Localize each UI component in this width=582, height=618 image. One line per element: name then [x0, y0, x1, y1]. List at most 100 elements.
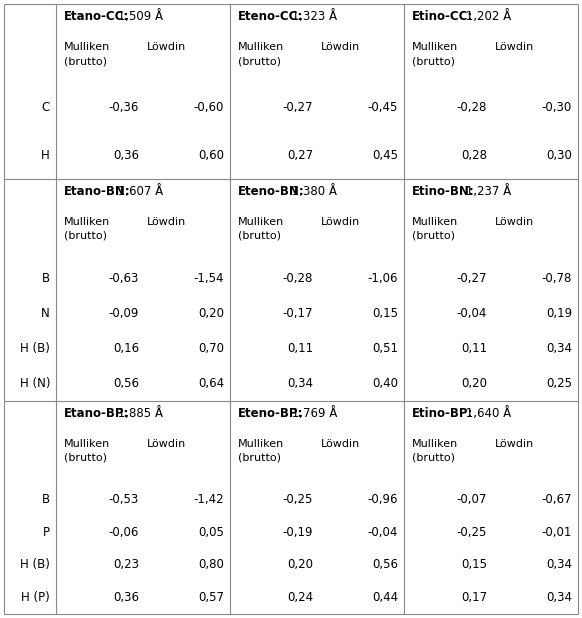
Text: Löwdin: Löwdin: [495, 42, 534, 52]
Text: 0,23: 0,23: [113, 559, 139, 572]
Text: Löwdin: Löwdin: [321, 439, 360, 449]
Text: 0,20: 0,20: [198, 307, 224, 320]
Text: Mulliken: Mulliken: [238, 217, 284, 227]
Text: -0,01: -0,01: [542, 526, 572, 539]
Text: H (P): H (P): [22, 591, 50, 604]
Text: N: N: [41, 307, 50, 320]
Text: (brutto): (brutto): [412, 56, 455, 66]
Text: Etino-BN:: Etino-BN:: [412, 185, 475, 198]
Text: 0,80: 0,80: [198, 559, 224, 572]
Text: 0,27: 0,27: [287, 149, 313, 162]
Text: 0,34: 0,34: [546, 559, 572, 572]
Text: -0,17: -0,17: [282, 307, 313, 320]
Text: 0,34: 0,34: [546, 591, 572, 604]
Text: Mulliken: Mulliken: [64, 439, 110, 449]
Text: Löwdin: Löwdin: [321, 217, 360, 227]
Text: 0,19: 0,19: [546, 307, 572, 320]
Text: 0,51: 0,51: [372, 342, 398, 355]
Text: -1,42: -1,42: [193, 493, 224, 506]
Text: Mulliken: Mulliken: [412, 217, 458, 227]
Text: 0,20: 0,20: [287, 559, 313, 572]
Text: 1,640 Å: 1,640 Å: [463, 407, 512, 420]
Text: (brutto): (brutto): [64, 56, 107, 66]
Text: (brutto): (brutto): [64, 453, 107, 463]
Text: 0,70: 0,70: [198, 342, 224, 355]
Text: Mulliken: Mulliken: [412, 439, 458, 449]
Text: -0,25: -0,25: [283, 493, 313, 506]
Text: Löwdin: Löwdin: [321, 42, 360, 52]
Text: Löwdin: Löwdin: [147, 217, 186, 227]
Text: Löwdin: Löwdin: [495, 217, 534, 227]
Text: Etino-CC:: Etino-CC:: [412, 10, 473, 23]
Text: Löwdin: Löwdin: [147, 42, 186, 52]
Text: H (N): H (N): [20, 377, 50, 390]
Text: -0,78: -0,78: [542, 272, 572, 285]
Text: -0,67: -0,67: [541, 493, 572, 506]
Text: 1,607 Å: 1,607 Å: [115, 185, 164, 198]
Text: Etano-CC:: Etano-CC:: [64, 10, 129, 23]
Text: H: H: [41, 149, 50, 162]
Text: B: B: [42, 272, 50, 285]
Text: 0,15: 0,15: [372, 307, 398, 320]
Text: (brutto): (brutto): [238, 453, 281, 463]
Text: 0,20: 0,20: [461, 377, 487, 390]
Text: Löwdin: Löwdin: [147, 439, 186, 449]
Text: H (B): H (B): [20, 342, 50, 355]
Text: P: P: [43, 526, 50, 539]
Text: -0,09: -0,09: [109, 307, 139, 320]
Text: 0,17: 0,17: [461, 591, 487, 604]
Text: B: B: [42, 493, 50, 506]
Text: (brutto): (brutto): [64, 231, 107, 241]
Text: Etino-BP:: Etino-BP:: [412, 407, 473, 420]
Text: 1,202 Å: 1,202 Å: [463, 10, 512, 23]
Text: 0,34: 0,34: [546, 342, 572, 355]
Text: -0,04: -0,04: [457, 307, 487, 320]
Text: -0,30: -0,30: [542, 101, 572, 114]
Text: 0,44: 0,44: [372, 591, 398, 604]
Text: -1,06: -1,06: [367, 272, 398, 285]
Text: 1,237 Å: 1,237 Å: [463, 185, 512, 198]
Text: (brutto): (brutto): [238, 231, 281, 241]
Text: H (B): H (B): [20, 559, 50, 572]
Text: -0,60: -0,60: [194, 101, 224, 114]
Text: -0,27: -0,27: [456, 272, 487, 285]
Text: 0,05: 0,05: [198, 526, 224, 539]
Text: 0,36: 0,36: [113, 149, 139, 162]
Text: Eteno-CC:: Eteno-CC:: [238, 10, 303, 23]
Text: (brutto): (brutto): [238, 56, 281, 66]
Text: Etano-BP:: Etano-BP:: [64, 407, 129, 420]
Text: 1,323 Å: 1,323 Å: [289, 10, 338, 23]
Text: -0,96: -0,96: [367, 493, 398, 506]
Text: -0,28: -0,28: [457, 101, 487, 114]
Text: -1,54: -1,54: [193, 272, 224, 285]
Text: Mulliken: Mulliken: [238, 42, 284, 52]
Text: 1,885 Å: 1,885 Å: [115, 407, 164, 420]
Text: 0,16: 0,16: [113, 342, 139, 355]
Text: 0,56: 0,56: [113, 377, 139, 390]
Text: 0,60: 0,60: [198, 149, 224, 162]
Text: 1,509 Å: 1,509 Å: [115, 10, 164, 23]
Text: -0,36: -0,36: [109, 101, 139, 114]
Text: -0,45: -0,45: [368, 101, 398, 114]
Text: 0,40: 0,40: [372, 377, 398, 390]
Text: 0,36: 0,36: [113, 591, 139, 604]
Text: Löwdin: Löwdin: [495, 439, 534, 449]
Text: 0,56: 0,56: [372, 559, 398, 572]
Text: -0,25: -0,25: [457, 526, 487, 539]
Text: -0,53: -0,53: [109, 493, 139, 506]
Text: 0,28: 0,28: [461, 149, 487, 162]
Text: 0,57: 0,57: [198, 591, 224, 604]
Text: (brutto): (brutto): [412, 231, 455, 241]
Text: 0,34: 0,34: [287, 377, 313, 390]
Text: Mulliken: Mulliken: [64, 217, 110, 227]
Text: 0,64: 0,64: [198, 377, 224, 390]
Text: 0,24: 0,24: [287, 591, 313, 604]
Text: Eteno-BP:: Eteno-BP:: [238, 407, 303, 420]
Text: 1,769 Å: 1,769 Å: [289, 407, 338, 420]
Text: Eteno-BN:: Eteno-BN:: [238, 185, 305, 198]
Text: Etano-BN:: Etano-BN:: [64, 185, 131, 198]
Text: Mulliken: Mulliken: [238, 439, 284, 449]
Text: 1,380 Å: 1,380 Å: [289, 185, 338, 198]
Text: -0,07: -0,07: [457, 493, 487, 506]
Text: (brutto): (brutto): [412, 453, 455, 463]
